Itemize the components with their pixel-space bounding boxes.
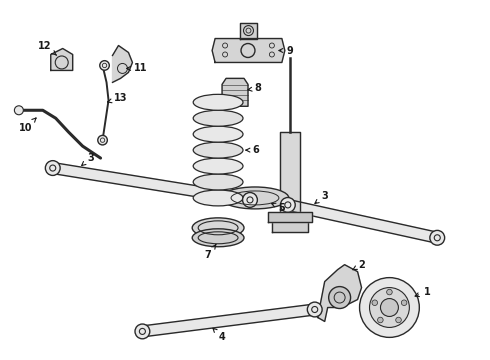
Text: 11: 11 — [127, 63, 147, 73]
Text: 12: 12 — [38, 41, 56, 55]
Ellipse shape — [221, 187, 289, 209]
Circle shape — [372, 300, 378, 306]
Circle shape — [135, 324, 150, 339]
Polygon shape — [52, 163, 251, 205]
Polygon shape — [318, 265, 362, 321]
Ellipse shape — [193, 94, 243, 110]
Text: 8: 8 — [248, 84, 261, 93]
Text: 6: 6 — [246, 145, 259, 155]
Circle shape — [380, 298, 398, 316]
Polygon shape — [113, 45, 132, 82]
Circle shape — [378, 317, 383, 323]
Circle shape — [100, 61, 109, 70]
Circle shape — [396, 317, 401, 323]
Text: 9: 9 — [279, 45, 293, 55]
Circle shape — [307, 302, 322, 317]
Text: 2: 2 — [353, 260, 365, 270]
Ellipse shape — [193, 174, 243, 190]
Circle shape — [360, 278, 419, 337]
Text: 3: 3 — [82, 153, 94, 166]
Polygon shape — [142, 304, 316, 337]
Polygon shape — [280, 132, 300, 222]
Text: 10: 10 — [19, 118, 36, 133]
Polygon shape — [268, 212, 312, 222]
Text: 4: 4 — [213, 328, 225, 342]
Text: 1: 1 — [415, 287, 431, 297]
Text: 13: 13 — [108, 93, 127, 103]
Polygon shape — [212, 39, 285, 62]
Polygon shape — [222, 78, 248, 106]
Text: 3: 3 — [315, 191, 328, 203]
Polygon shape — [272, 218, 308, 232]
Ellipse shape — [192, 218, 244, 238]
Ellipse shape — [193, 158, 243, 174]
Ellipse shape — [193, 110, 243, 126]
Polygon shape — [51, 49, 73, 71]
Ellipse shape — [192, 229, 244, 247]
Circle shape — [401, 300, 407, 306]
Polygon shape — [240, 23, 257, 39]
Circle shape — [14, 106, 24, 115]
Ellipse shape — [193, 190, 243, 206]
Circle shape — [430, 230, 444, 245]
Ellipse shape — [193, 126, 243, 142]
Circle shape — [387, 289, 392, 295]
Circle shape — [46, 161, 60, 175]
Text: 5: 5 — [271, 203, 285, 213]
Ellipse shape — [193, 142, 243, 158]
Text: 7: 7 — [205, 244, 216, 260]
Circle shape — [329, 287, 350, 309]
Circle shape — [369, 288, 409, 328]
Circle shape — [98, 135, 107, 145]
Polygon shape — [287, 199, 439, 243]
Circle shape — [243, 193, 257, 207]
Circle shape — [280, 198, 295, 212]
